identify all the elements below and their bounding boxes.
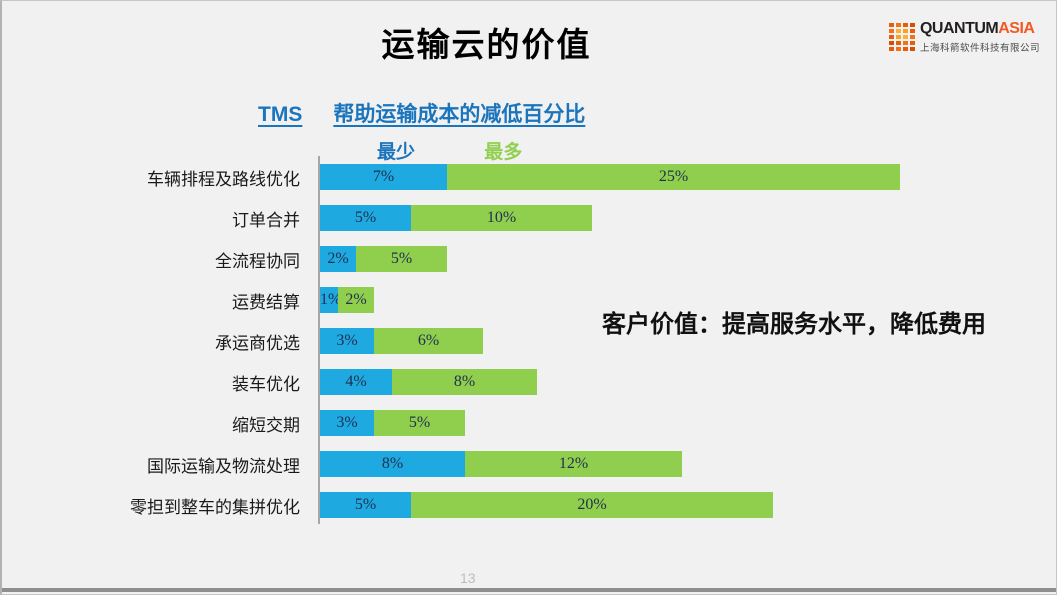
bar-segment-最多: 12% — [465, 451, 682, 477]
bar-segment-最少: 8% — [320, 451, 465, 477]
category-label: 全流程协同 — [215, 251, 300, 271]
category-label: 零担到整车的集拼优化 — [130, 497, 300, 517]
bar-segment-最少: 5% — [320, 205, 411, 231]
logo-mosaic-icon — [888, 23, 915, 51]
category-label: 国际运输及物流处理 — [147, 456, 300, 476]
chart-row: 承运商优选 3% 6% — [2, 328, 483, 354]
value-label: 8% — [381, 455, 404, 472]
chart-legend: 最少 最多 — [377, 137, 523, 166]
value-label: 10% — [486, 209, 517, 226]
bar-segment-最多: 2% — [338, 287, 374, 313]
bar-group: 1% 2% — [320, 287, 374, 313]
category-label: 装车优化 — [232, 374, 300, 394]
bar-group: 5% 20% — [320, 492, 773, 518]
bar-segment-最少: 5% — [320, 492, 411, 518]
customer-value-note: 客户价值：提高服务水平，降低费用 — [602, 311, 986, 338]
bar-segment-最多: 6% — [374, 328, 483, 354]
legend-item-min: 最少 — [377, 142, 416, 166]
bar-segment-最少: 4% — [320, 369, 392, 395]
bar-segment-最多: 5% — [374, 410, 465, 436]
chart-row: 运费结算 1% 2% — [2, 287, 374, 313]
brand-asia: ASIA — [998, 20, 1035, 37]
category-label: 订单合并 — [232, 210, 300, 230]
chart-heading-text: 帮助运输成本的减低百分比 — [333, 103, 586, 126]
chart-row: 装车优化 4% 8% — [2, 369, 537, 395]
chart-row: 全流程协同 2% 5% — [2, 246, 447, 272]
chart-heading-prefix: TMS — [258, 103, 303, 126]
bar-segment-最少: 3% — [320, 328, 374, 354]
value-label: 12% — [558, 455, 589, 472]
bar-segment-最少: 7% — [320, 164, 447, 190]
chart-row: 国际运输及物流处理 8% 12% — [2, 451, 682, 477]
chart-row: 车辆排程及路线优化 7% 25% — [2, 164, 900, 190]
page-number: 13 — [460, 570, 476, 586]
bar-group: 2% 5% — [320, 246, 447, 272]
bar-segment-最多: 25% — [447, 164, 900, 190]
value-label: 25% — [658, 168, 689, 185]
logo-text: QUANTUMASIA 上海科箭软件科技有限公司 — [919, 21, 1040, 55]
value-label: 2% — [327, 250, 349, 267]
legend-item-max: 最多 — [484, 142, 523, 166]
value-label: 1% — [320, 291, 342, 308]
bar-group: 8% 12% — [320, 451, 682, 477]
value-label: 3% — [336, 414, 358, 431]
bar-group: 5% 10% — [320, 205, 592, 231]
value-label: 5% — [354, 209, 377, 226]
chart-row: 零担到整车的集拼优化 5% 20% — [2, 492, 773, 518]
value-label: 5% — [408, 414, 431, 431]
bar-group: 7% 25% — [320, 164, 900, 190]
slide-bottom-bar — [2, 588, 1056, 592]
value-label: 4% — [345, 373, 367, 390]
value-label: 5% — [354, 496, 377, 513]
category-label: 运费结算 — [232, 292, 300, 312]
value-label: 3% — [336, 332, 358, 349]
brand-quantum: QUANTUM — [919, 20, 999, 37]
value-label: 7% — [372, 168, 395, 185]
bar-segment-最多: 20% — [411, 492, 773, 518]
value-label: 6% — [417, 332, 440, 349]
chart-row: 订单合并 5% 10% — [2, 205, 592, 231]
bar-segment-最少: 2% — [320, 246, 356, 272]
value-label: 2% — [345, 291, 367, 308]
bar-group: 4% 8% — [320, 369, 537, 395]
bar-group: 3% 6% — [320, 328, 483, 354]
brand-name: QUANTUMASIA — [920, 21, 1040, 37]
chart-heading: TMS 帮助运输成本的减低百分比 — [258, 98, 585, 128]
value-label: 20% — [577, 496, 607, 513]
bar-group: 3% 5% — [320, 410, 465, 436]
slide-title: 运输云的价值 — [381, 26, 592, 63]
company-logo: QUANTUMASIA 上海科箭软件科技有限公司 — [888, 21, 1040, 55]
company-name: 上海科箭软件科技有限公司 — [919, 43, 1040, 54]
category-label: 车辆排程及路线优化 — [147, 169, 300, 189]
category-label: 缩短交期 — [232, 415, 300, 435]
bar-segment-最少: 1% — [320, 287, 342, 313]
value-label: 5% — [390, 250, 413, 267]
value-label: 8% — [453, 373, 476, 390]
bar-segment-最多: 10% — [411, 205, 592, 231]
bar-segment-最多: 8% — [392, 369, 537, 395]
chart-y-axis-line — [318, 156, 320, 524]
bar-segment-最多: 5% — [356, 246, 447, 272]
bar-segment-最少: 3% — [320, 410, 374, 436]
chart-row: 缩短交期 3% 5% — [2, 410, 465, 436]
category-label: 承运商优选 — [215, 333, 300, 353]
